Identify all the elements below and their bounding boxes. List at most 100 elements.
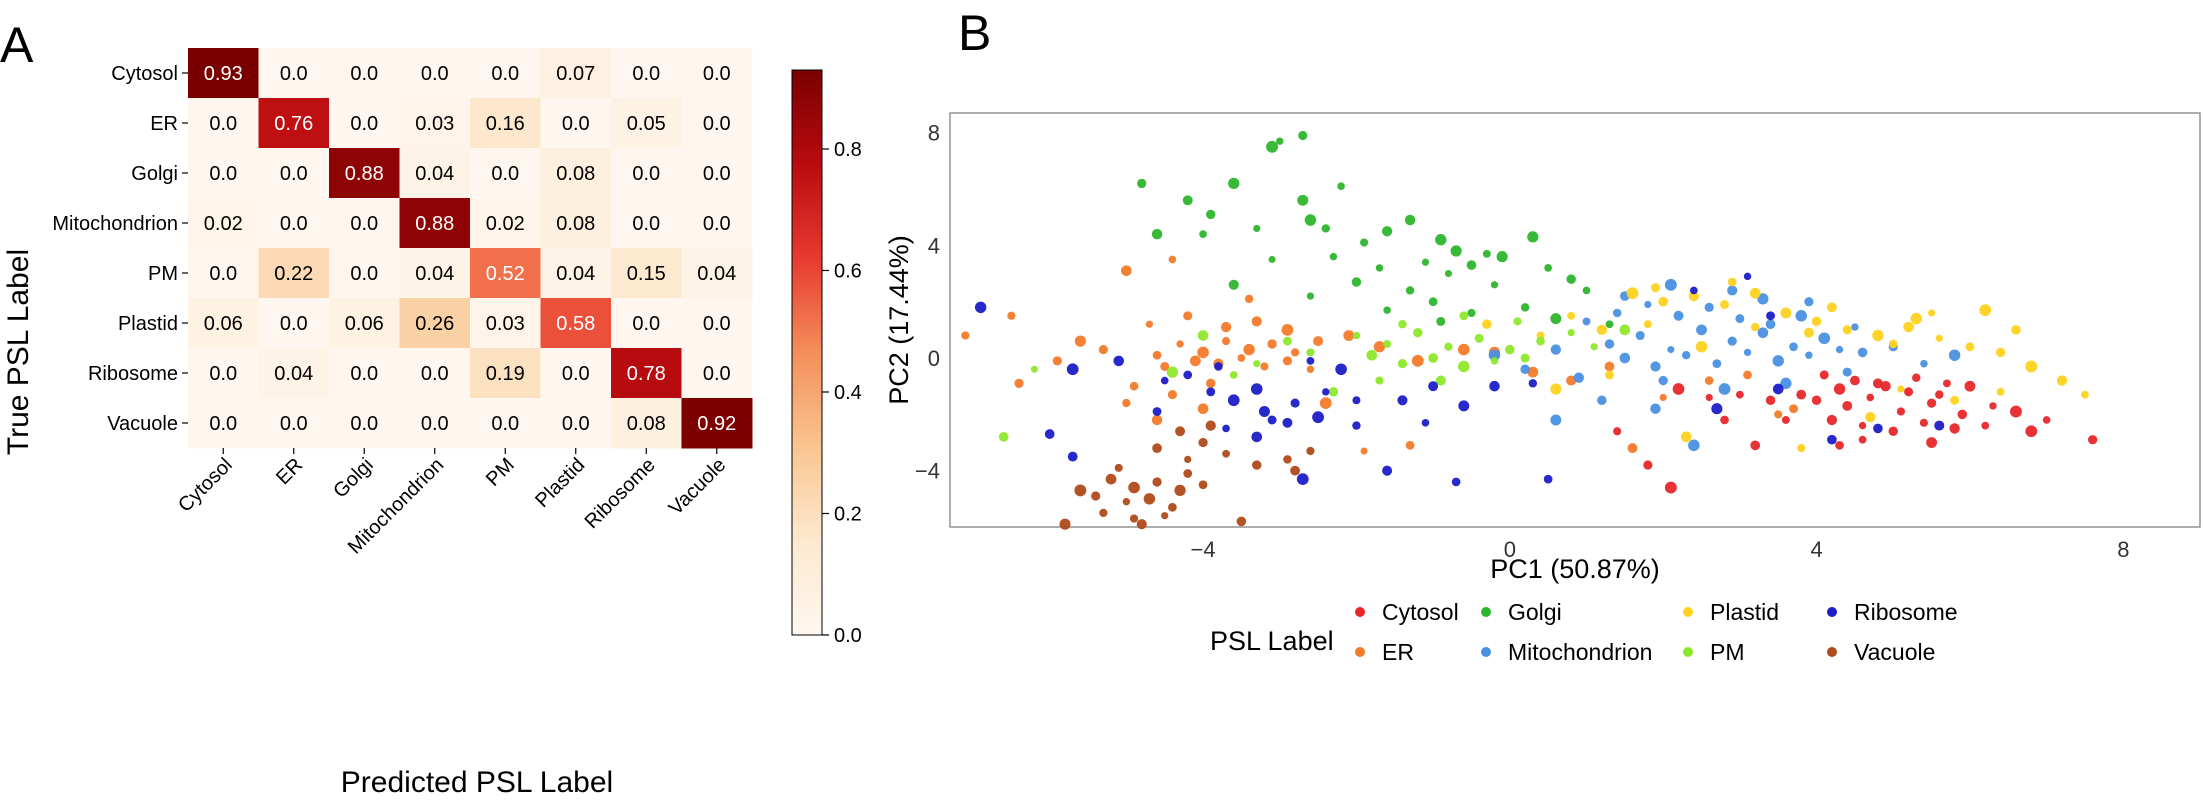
scatter-point-er	[1604, 361, 1615, 372]
scatter-point-ribosome	[1044, 429, 1055, 439]
scatter-point-cytosol	[1842, 400, 1853, 411]
scatter-point-mitochondrion	[1920, 359, 1928, 368]
scatter-point-mitochondrion	[1604, 339, 1615, 349]
colorbar-tick-label: 0.8	[834, 139, 862, 161]
scatter-point-cytosol	[1664, 481, 1677, 494]
scatter-point-mitochondrion	[1757, 327, 1769, 339]
scatter-point-plastid	[1928, 309, 1936, 317]
heatmap-cell-value: 0.0	[350, 113, 378, 135]
legend-label-golgi: Golgi	[1508, 599, 1562, 625]
scatter-point-vacuole	[1198, 437, 1208, 448]
heatmap-cell	[329, 348, 400, 399]
scatter-point-vacuole	[1143, 493, 1156, 505]
scatter-x-tick-label: 8	[2117, 537, 2129, 562]
heatmap-cell-value: 0.05	[627, 113, 666, 135]
scatter-point-er	[1774, 410, 1783, 419]
scatter-point-mitochondrion	[1757, 293, 1769, 305]
colorbar-tick-label: 0.2	[834, 503, 862, 525]
heatmap-cell	[540, 48, 612, 99]
heatmap-cell	[470, 198, 541, 249]
scatter-point-er	[1190, 355, 1201, 367]
heatmap-cell	[611, 348, 682, 399]
scatter-point-vacuole	[1105, 473, 1117, 485]
heatmap-cell-value: 0.0	[350, 363, 378, 385]
heatmap-cell	[329, 398, 400, 449]
scatter-y-tick-label: 0	[928, 346, 940, 371]
heatmap-cell-value: 0.58	[556, 313, 595, 335]
scatter-point-pm	[1253, 360, 1261, 368]
scatter-point-ribosome	[1421, 418, 1430, 427]
scatter-point-ribosome	[1528, 379, 1538, 388]
scatter-point-vacuole	[1168, 502, 1177, 512]
scatter-point-golgi	[1450, 245, 1462, 257]
scatter-point-er	[1251, 316, 1262, 327]
scatter-point-ribosome	[1251, 431, 1263, 443]
heatmap-cell-value: 0.0	[350, 63, 378, 85]
heatmap-cell	[540, 148, 612, 199]
heatmap-cell-value: 0.06	[204, 313, 243, 335]
scatter-point-pm	[1306, 348, 1315, 357]
heatmap-cell-value: 0.0	[491, 163, 519, 185]
scatter-point-plastid	[2011, 325, 2021, 335]
scatter-point-ribosome	[1772, 383, 1784, 395]
scatter-point-mitochondrion	[1789, 342, 1798, 352]
scatter-point-pm	[1520, 353, 1530, 363]
scatter-point-golgi	[1405, 286, 1415, 295]
scatter-point-golgi	[1253, 224, 1261, 233]
heatmap-cell	[258, 398, 330, 449]
scatter-point-ribosome	[1322, 388, 1330, 396]
heatmap-cell-value: 0.0	[421, 363, 449, 385]
scatter-point-ribosome	[1352, 421, 1361, 430]
scatter-point-cytosol	[1935, 390, 1944, 399]
heatmap-cell	[681, 348, 753, 399]
scatter-point-pm	[1229, 371, 1238, 379]
scatter-point-er	[1168, 255, 1177, 264]
scatter-point-er	[1014, 378, 1024, 388]
scatter-point-ribosome	[1743, 272, 1752, 281]
scatter-point-ribosome	[1267, 415, 1277, 425]
heatmap-cell	[329, 248, 400, 299]
scatter-point-plastid	[1550, 383, 1562, 395]
scatter-point-plastid	[1872, 329, 1884, 342]
heatmap-cell-value: 0.08	[556, 213, 595, 235]
scatter-point-er	[1197, 403, 1209, 415]
heatmap-cell	[470, 348, 541, 399]
heatmap-cell-value: 0.0	[703, 363, 731, 385]
legend-marker-er	[1355, 647, 1365, 657]
scatter-point-pm	[1166, 366, 1179, 378]
heatmap-cell-value: 0.0	[562, 363, 590, 385]
heatmap-cell	[540, 348, 612, 399]
scatter-x-tick-label: 0	[1504, 537, 1516, 562]
scatter-point-vacuole	[1184, 455, 1192, 464]
heatmap-cell-value: 0.06	[345, 313, 384, 335]
heatmap-cell-value: 0.0	[703, 163, 731, 185]
heatmap-cell-value: 0.0	[280, 413, 308, 435]
scatter-point-vacuole	[1114, 463, 1123, 472]
scatter-y-axis-label: PC2 (17.44%)	[884, 235, 914, 405]
heatmap-cell	[540, 248, 612, 299]
heatmap-cell-value: 0.26	[415, 313, 454, 335]
heatmap-cell	[470, 98, 541, 149]
scatter-point-vacuole	[1198, 480, 1208, 490]
heatmap-cell-value: 0.04	[556, 263, 595, 285]
scatter-point-er	[1151, 414, 1163, 426]
scatter-point-vacuole	[1136, 519, 1147, 530]
scatter-point-mitochondrion	[1550, 414, 1562, 426]
panel-label-b: B	[958, 5, 991, 61]
scatter-point-vacuole	[1174, 484, 1186, 497]
heatmap-cell-value: 0.15	[627, 263, 666, 285]
scatter-point-er	[1743, 370, 1752, 380]
scatter-point-plastid	[1680, 431, 1692, 443]
scatter-x-tick-label: −4	[1191, 537, 1216, 562]
scatter-point-ribosome	[1222, 424, 1230, 433]
heatmap-cell	[329, 98, 400, 149]
scatter-point-pm	[1030, 365, 1038, 373]
confusion-matrix-heatmap: 0.93 0.0 0.0 0.0 0.0 0.07 0.0 0.0 0.0 0.76 0.0 0.03…	[2, 48, 753, 799]
heatmap-cell	[258, 348, 330, 399]
scatter-point-pm	[1435, 375, 1446, 386]
scatter-point-cytosol	[2010, 405, 2022, 418]
heatmap-cell	[540, 398, 612, 449]
scatter-point-pm	[1398, 320, 1407, 329]
scatter-point-mitochondrion	[1805, 351, 1813, 359]
scatter-point-golgi	[1381, 226, 1393, 237]
